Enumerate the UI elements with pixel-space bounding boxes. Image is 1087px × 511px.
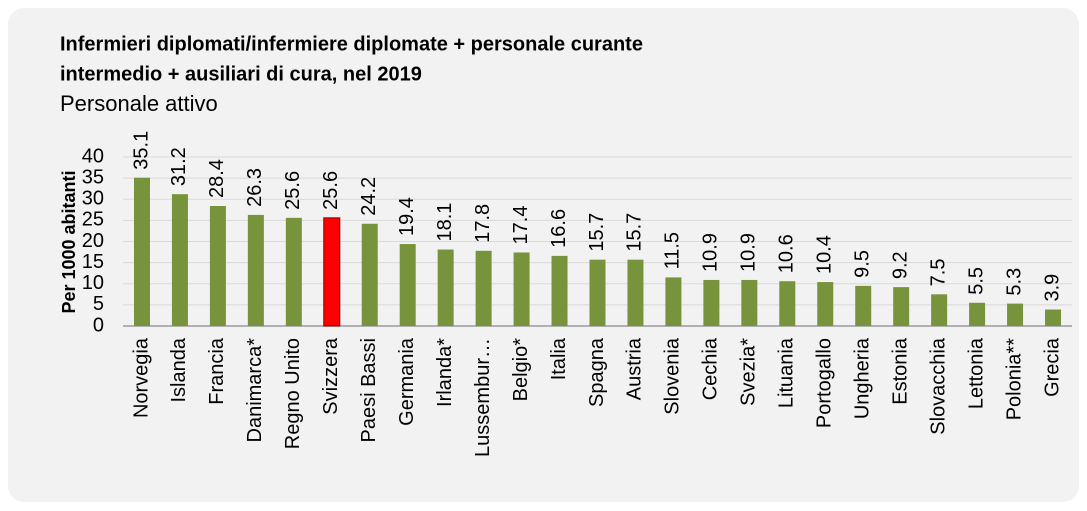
data-label: 16.6 <box>548 209 570 248</box>
bar <box>361 223 378 326</box>
x-tick-label: Svizzera <box>320 337 342 415</box>
y-tick-label: 35 <box>82 166 104 188</box>
x-tick-label: Cechia <box>700 337 722 400</box>
data-label: 28.4 <box>206 159 228 198</box>
bar <box>247 214 264 326</box>
data-label: 17.8 <box>472 204 494 243</box>
bar <box>741 279 758 326</box>
x-tick-label: Irlanda* <box>434 338 456 407</box>
data-label: 25.6 <box>282 171 304 210</box>
bar <box>779 281 796 326</box>
y-tick-label: 10 <box>82 272 104 294</box>
bar <box>1007 303 1024 326</box>
x-tick-label: Portogallo <box>814 338 836 428</box>
bar <box>209 206 226 326</box>
y-tick-label: 5 <box>93 293 104 315</box>
data-label: 10.6 <box>776 234 798 273</box>
bar <box>855 285 872 326</box>
data-label: 10.9 <box>700 233 722 272</box>
bar <box>893 287 910 326</box>
x-tick-label: Islanda <box>168 337 190 402</box>
x-tick-label: Lussembur… <box>472 338 494 457</box>
x-tick-label: Svezia* <box>738 338 760 406</box>
chart-subtitle: Personale attivo <box>60 91 218 116</box>
data-label: 17.4 <box>510 206 532 245</box>
data-label: 5.3 <box>1003 268 1025 296</box>
y-tick-label: 40 <box>82 145 104 167</box>
x-tick-label: Austria <box>624 337 646 400</box>
y-tick-label: 30 <box>82 188 104 210</box>
x-tick-label: Paesi Bassi <box>358 338 380 443</box>
bar <box>1045 309 1062 326</box>
data-label: 15.7 <box>586 213 608 252</box>
x-tick-label: Spagna <box>586 337 608 407</box>
x-tick-label: Regno Unito <box>282 338 304 449</box>
x-tick-label: Lituania <box>776 337 798 408</box>
data-label: 18.1 <box>434 203 456 242</box>
bar <box>285 217 302 326</box>
data-label: 9.2 <box>889 251 911 279</box>
y-tick-label: 20 <box>82 230 104 252</box>
data-label: 11.5 <box>662 232 684 269</box>
chart-title: Infermieri diplomati/infermiere diplomat… <box>60 33 643 55</box>
x-tick-label: Estonia <box>889 337 911 405</box>
data-label: 26.3 <box>244 168 266 207</box>
data-label: 7.5 <box>927 259 949 287</box>
bar <box>513 252 530 326</box>
data-label: 10.4 <box>814 235 836 274</box>
x-tick-label: Ungheria <box>852 337 874 419</box>
bar <box>931 294 948 326</box>
x-tick-label: Lettonia <box>965 337 987 409</box>
x-tick-label: Belgio* <box>510 338 532 402</box>
data-label: 31.2 <box>168 147 190 186</box>
bar <box>171 194 188 326</box>
y-tick-label: 0 <box>93 314 104 336</box>
x-tick-label: Slovacchia <box>927 337 949 435</box>
data-label: 19.4 <box>396 197 418 236</box>
bar <box>323 217 341 327</box>
bar <box>475 250 492 326</box>
data-label: 25.6 <box>320 171 342 210</box>
background <box>8 8 1079 502</box>
x-tick-label: Grecia <box>1041 337 1063 397</box>
chart-title: intermedio + ausiliari di cura, nel 2019 <box>60 63 422 85</box>
bar <box>665 277 682 326</box>
data-label: 35.1 <box>130 131 152 170</box>
data-label: 9.5 <box>852 250 874 278</box>
x-tick-label: Italia <box>548 337 570 380</box>
x-tick-label: Danimarca* <box>244 338 266 443</box>
bar <box>703 279 720 326</box>
bar <box>133 177 150 326</box>
data-label: 15.7 <box>624 213 646 252</box>
bar <box>551 255 568 326</box>
x-tick-label: Germania <box>396 337 418 426</box>
x-tick-label: Francia <box>206 337 228 405</box>
x-tick-label: Norvegia <box>130 337 152 418</box>
data-label: 10.9 <box>738 233 760 272</box>
x-tick-label: Slovenia <box>662 337 684 415</box>
bar <box>627 259 644 326</box>
data-label: 3.9 <box>1041 274 1063 302</box>
bar <box>589 259 606 326</box>
bar <box>399 244 416 326</box>
data-label: 24.2 <box>358 177 380 216</box>
x-tick-label: Polonia** <box>1003 338 1025 421</box>
bar <box>817 282 834 326</box>
y-axis-label: Per 1000 abitanti <box>59 170 79 313</box>
bar <box>437 249 454 326</box>
y-tick-label: 25 <box>82 209 104 231</box>
y-tick-label: 15 <box>82 251 104 273</box>
data-label: 5.5 <box>965 267 987 295</box>
bar <box>969 302 986 326</box>
